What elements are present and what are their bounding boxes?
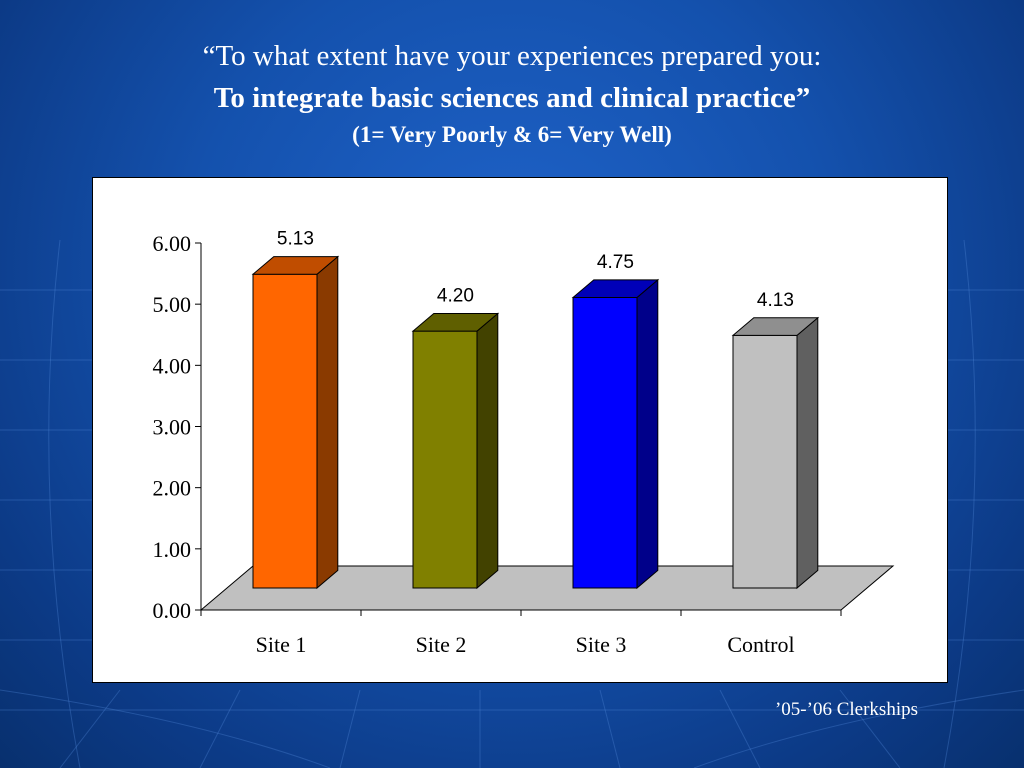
bar-3-side <box>636 278 659 590</box>
y-tick-label: 1.00 <box>153 537 192 562</box>
y-tick-label: 5.00 <box>153 292 192 317</box>
y-tick-label: 3.00 <box>153 415 192 440</box>
bar-1-top <box>251 256 340 275</box>
bar-2-top <box>411 313 500 332</box>
y-tick-label: 6.00 <box>153 231 192 256</box>
chart-subtitle: (1= Very Poorly & 6= Very Well) <box>352 122 672 147</box>
x-tick-label: Site 3 <box>576 632 627 657</box>
chart-panel: 0.00 1.00 2.00 3.00 4.00 5.00 6.00 5.13 Site 1 4.… <box>92 177 948 683</box>
bar-4-top <box>731 317 820 336</box>
data-label-2: 4.20 <box>437 286 474 307</box>
footer-note: ’05-’06 Clerkships <box>774 699 918 720</box>
y-tick-label: 4.00 <box>153 353 192 378</box>
bar-4 <box>732 334 798 589</box>
chart-title-line-1: “To what extent have your experiences pr… <box>202 40 822 72</box>
data-label-3: 4.75 <box>597 252 634 273</box>
bar-2 <box>412 330 478 589</box>
y-tick-label: 2.00 <box>153 476 192 501</box>
x-tick-label: Site 2 <box>416 632 467 657</box>
bar-2-side <box>476 312 499 590</box>
bar-1 <box>252 273 318 589</box>
chart-title-line-2: To integrate basic sciences and clinical… <box>213 82 811 114</box>
bar-3-top <box>571 279 660 298</box>
bar-1-side <box>316 255 339 590</box>
bar-chart: 0.00 1.00 2.00 3.00 4.00 5.00 6.00 5.13 Site 1 4.… <box>153 229 895 657</box>
y-tick-label: 0.00 <box>153 598 192 623</box>
bar-4-side <box>796 316 819 590</box>
data-label-1: 5.13 <box>277 229 314 250</box>
bar-3 <box>572 296 638 589</box>
data-label-4: 4.13 <box>757 290 794 311</box>
x-tick-label: Site 1 <box>256 632 307 657</box>
x-tick-label: Control <box>727 632 794 657</box>
